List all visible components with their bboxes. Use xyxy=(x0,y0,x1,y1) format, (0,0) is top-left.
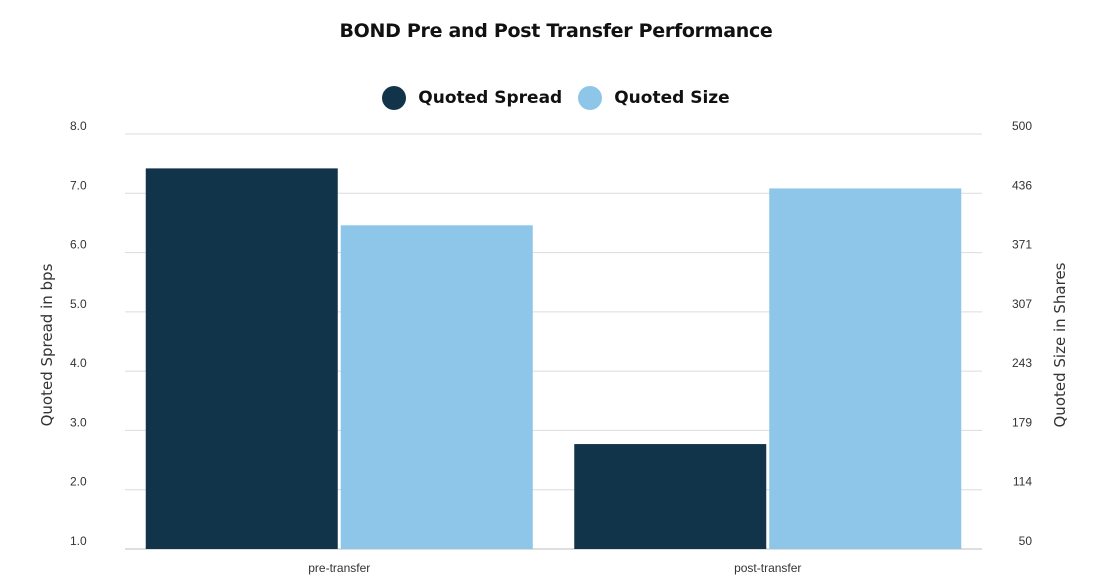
left-tick-label: 5.0 xyxy=(70,297,87,311)
right-tick-label: 50 xyxy=(1019,534,1033,548)
right-tick-label: 243 xyxy=(1012,356,1032,370)
bar-quoted-spread-post-transfer[interactable] xyxy=(574,444,767,549)
left-tick-label: 3.0 xyxy=(70,415,87,429)
left-axis-ticks: 1.0 2.0 3.0 4.0 5.0 6.0 7.0 8.0 xyxy=(70,119,87,548)
x-tick-label: post-transfer xyxy=(734,561,801,575)
legend-item-quoted-spread[interactable]: Quoted Spread xyxy=(382,86,562,110)
left-tick-label: 6.0 xyxy=(70,238,87,252)
legend-swatch-quoted-spread xyxy=(382,86,407,110)
x-axis-ticks: pre-transfer post-transfer xyxy=(308,561,801,575)
bar-quoted-spread-pre-transfer[interactable] xyxy=(145,168,338,549)
legend-item-quoted-size[interactable]: Quoted Size xyxy=(578,86,730,110)
chart-title: BOND Pre and Post Transfer Performance xyxy=(339,20,773,42)
bar-quoted-size-post-transfer[interactable] xyxy=(769,188,962,549)
left-tick-label: 8.0 xyxy=(70,119,87,133)
right-axis-title: Quoted Size in Shares xyxy=(1051,262,1069,427)
right-tick-label: 371 xyxy=(1012,238,1032,252)
left-tick-label: 7.0 xyxy=(70,178,87,192)
left-tick-label: 2.0 xyxy=(70,475,87,489)
left-axis-title: Quoted Spread in bps xyxy=(38,263,56,426)
x-tick-label: pre-transfer xyxy=(308,561,370,575)
right-tick-label: 307 xyxy=(1012,297,1032,311)
right-axis-ticks: 50 114 179 243 307 371 436 500 xyxy=(1012,119,1032,548)
right-tick-label: 436 xyxy=(1012,178,1032,192)
legend-label-quoted-spread: Quoted Spread xyxy=(418,88,563,108)
legend-swatch-quoted-size xyxy=(578,86,603,110)
legend-label-quoted-size: Quoted Size xyxy=(614,88,730,108)
left-tick-label: 4.0 xyxy=(70,356,87,370)
bar-quoted-size-pre-transfer[interactable] xyxy=(340,225,533,550)
right-tick-label: 114 xyxy=(1013,475,1032,489)
bars xyxy=(145,168,962,550)
left-tick-label: 1.0 xyxy=(70,534,87,548)
right-tick-label: 179 xyxy=(1012,415,1032,429)
right-tick-label: 500 xyxy=(1012,119,1032,133)
chart-legend: Quoted Spread Quoted Size xyxy=(0,86,1112,110)
